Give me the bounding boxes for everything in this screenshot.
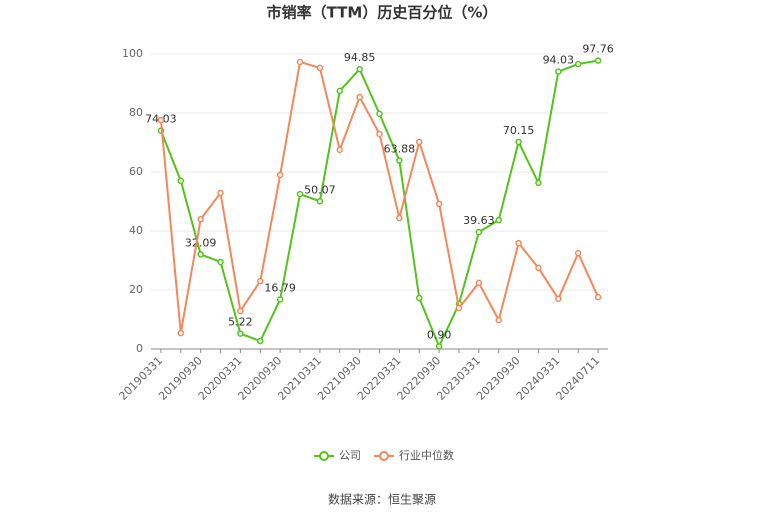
point (316, 64, 324, 72)
point (455, 304, 463, 312)
series-line (160, 59, 599, 349)
point (257, 277, 264, 285)
point (435, 343, 443, 350)
point (376, 110, 383, 118)
point (555, 68, 562, 75)
y-tick-label: 20 (129, 283, 143, 296)
point (594, 57, 602, 64)
point (157, 116, 165, 124)
point (475, 279, 483, 287)
point (515, 239, 522, 247)
y-tick-label: 100 (122, 47, 143, 60)
data-label: 63.88 (384, 143, 416, 156)
point (475, 228, 483, 236)
point (276, 171, 284, 179)
x-tick-label: 20240711 (554, 354, 603, 403)
point (515, 138, 522, 146)
point (574, 60, 582, 68)
point (197, 251, 204, 258)
point (257, 337, 264, 345)
data-label: 16.79 (264, 281, 296, 294)
y-tick-label: 40 (129, 224, 143, 237)
point (336, 146, 344, 154)
point (296, 58, 304, 66)
data-label: 97.76 (582, 43, 614, 56)
data-label: 0.90 (427, 328, 452, 341)
data-label: 70.15 (503, 124, 535, 137)
point (415, 138, 423, 146)
point (435, 200, 443, 208)
point (535, 264, 542, 272)
point (217, 189, 224, 197)
point (376, 130, 383, 138)
legend-marker (319, 451, 329, 461)
point (336, 87, 344, 95)
point (555, 295, 562, 303)
y-tick-label: 80 (129, 106, 143, 119)
point (296, 190, 304, 198)
data-label: 5.22 (228, 316, 253, 329)
point (177, 177, 185, 185)
chart-title: 市销率（TTM）历史百分位（%） (267, 4, 498, 22)
point (396, 214, 403, 222)
point (217, 258, 224, 266)
point (535, 179, 542, 187)
data-label: 50.07 (304, 183, 336, 196)
point (396, 157, 403, 164)
point (197, 215, 204, 223)
point (237, 307, 244, 315)
data-label: 39.63 (463, 214, 495, 227)
data-label: 94.03 (543, 54, 575, 67)
source: 数据来源：恒生聚源 (328, 492, 436, 507)
point (594, 293, 602, 301)
legend-marker (379, 451, 389, 461)
point (356, 65, 363, 73)
point (316, 198, 324, 205)
data-label: 94.85 (344, 51, 376, 64)
y-tick-label: 0 (136, 342, 143, 355)
point (356, 93, 363, 101)
data-label: 32.09 (185, 236, 217, 249)
series-line (159, 60, 599, 334)
point (237, 330, 244, 337)
y-tick-label: 60 (129, 165, 143, 178)
point (495, 316, 502, 324)
point (574, 249, 582, 257)
point (177, 329, 185, 337)
legend-label: 公司 (339, 449, 361, 462)
point (495, 216, 502, 224)
legend-label: 行业中位数 (399, 448, 454, 462)
point (415, 294, 423, 302)
point (276, 296, 284, 303)
